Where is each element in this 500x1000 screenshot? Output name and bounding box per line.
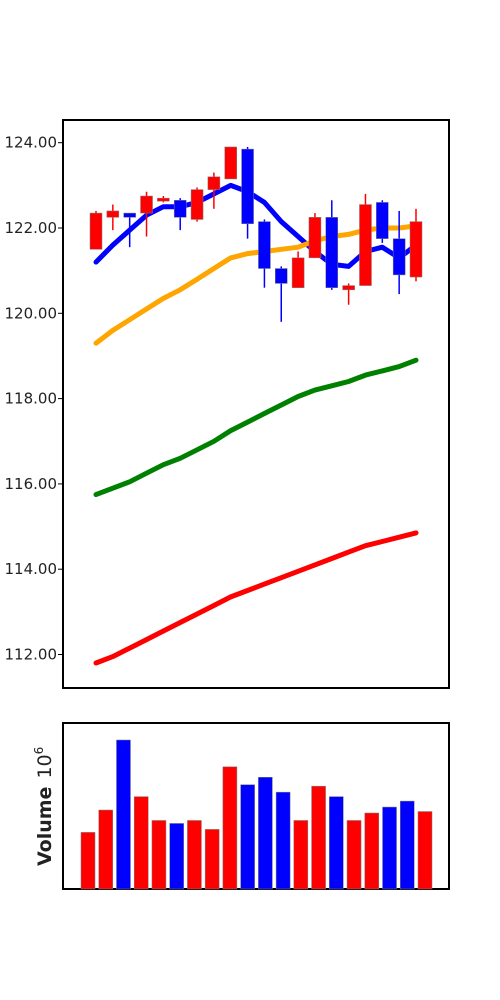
candle-body xyxy=(308,217,322,259)
volume-bar xyxy=(311,785,326,890)
volume-bar xyxy=(400,800,415,890)
price-tick-label: 120.00 xyxy=(5,304,58,322)
volume-bar xyxy=(346,820,362,890)
candle-body xyxy=(173,200,187,218)
candle-body xyxy=(106,210,120,218)
candlestick xyxy=(359,193,372,286)
candlestick xyxy=(241,146,254,239)
volume-bar xyxy=(187,820,202,890)
price-tick-label: 118.00 xyxy=(5,390,58,408)
candle-body xyxy=(342,285,355,291)
volume-bar xyxy=(293,820,309,890)
volume-bar xyxy=(275,791,291,890)
candlestick xyxy=(342,283,355,305)
candlestick xyxy=(392,210,406,295)
volume-bar xyxy=(382,806,397,890)
volume-bar xyxy=(329,796,344,890)
moving-average-line-4 xyxy=(93,530,419,666)
candlestick xyxy=(106,204,120,231)
volume-bar xyxy=(417,811,433,890)
candle-body xyxy=(89,212,103,250)
price-tick-label: 124.00 xyxy=(5,134,58,152)
candlestick xyxy=(258,219,271,288)
candle-body xyxy=(123,212,136,218)
candlestick xyxy=(325,200,339,290)
volume-bar xyxy=(98,809,113,890)
volume-panel: Volume106 xyxy=(32,722,450,890)
candlestick xyxy=(190,187,204,222)
price-plot-frame xyxy=(62,119,450,689)
volume-bar xyxy=(80,832,96,890)
price-panel: 112.00 114.00 116.00 118.00 120.00 122.00 124.… xyxy=(5,119,450,689)
volume-bar xyxy=(258,777,273,890)
candlestick xyxy=(123,212,136,248)
candlestick xyxy=(308,213,322,259)
moving-average-line-3 xyxy=(93,357,419,498)
candle-body xyxy=(376,202,389,239)
volume-bar xyxy=(204,829,220,890)
volume-bar xyxy=(133,796,149,890)
candlestick xyxy=(409,208,423,282)
candle-body xyxy=(392,238,406,276)
candle-body xyxy=(258,221,271,269)
volume-bar xyxy=(169,823,184,890)
candle-body xyxy=(409,221,423,278)
volume-bar xyxy=(222,766,238,890)
candle-body xyxy=(275,268,288,284)
candlestick xyxy=(173,198,187,231)
candlestick xyxy=(157,196,170,203)
candle-body xyxy=(190,189,204,220)
candle-body xyxy=(224,146,237,180)
candlesticks xyxy=(89,146,423,322)
candlestick xyxy=(291,251,305,288)
price-tick-label: 116.00 xyxy=(5,475,58,493)
candle-body xyxy=(325,217,339,288)
price-y-axis: 112.00 114.00 116.00 118.00 120.00 122.00 124.… xyxy=(5,134,63,664)
volume-plot-frame xyxy=(62,722,450,890)
volume-bar xyxy=(240,784,255,890)
candle-body xyxy=(157,197,170,202)
candlestick xyxy=(89,210,103,250)
price-tick-label: 114.00 xyxy=(5,560,58,578)
volume-bar xyxy=(116,739,131,890)
volume-bar xyxy=(151,820,167,890)
candle-body xyxy=(140,195,153,214)
candle-body xyxy=(241,148,254,224)
candlestick xyxy=(140,191,153,237)
volume-axis-label: Volume106 xyxy=(32,747,56,866)
price-tick-label: 122.00 xyxy=(5,219,58,237)
volume-bars xyxy=(80,739,433,890)
candlestick xyxy=(376,200,389,243)
volume-bar xyxy=(364,812,380,890)
candle-body xyxy=(291,257,305,288)
candlestick xyxy=(224,146,237,180)
candlestick xyxy=(207,172,221,209)
candle-body xyxy=(207,176,221,190)
price-tick-label: 112.00 xyxy=(5,646,58,664)
candle-body xyxy=(359,204,372,286)
candlestick xyxy=(275,266,288,322)
